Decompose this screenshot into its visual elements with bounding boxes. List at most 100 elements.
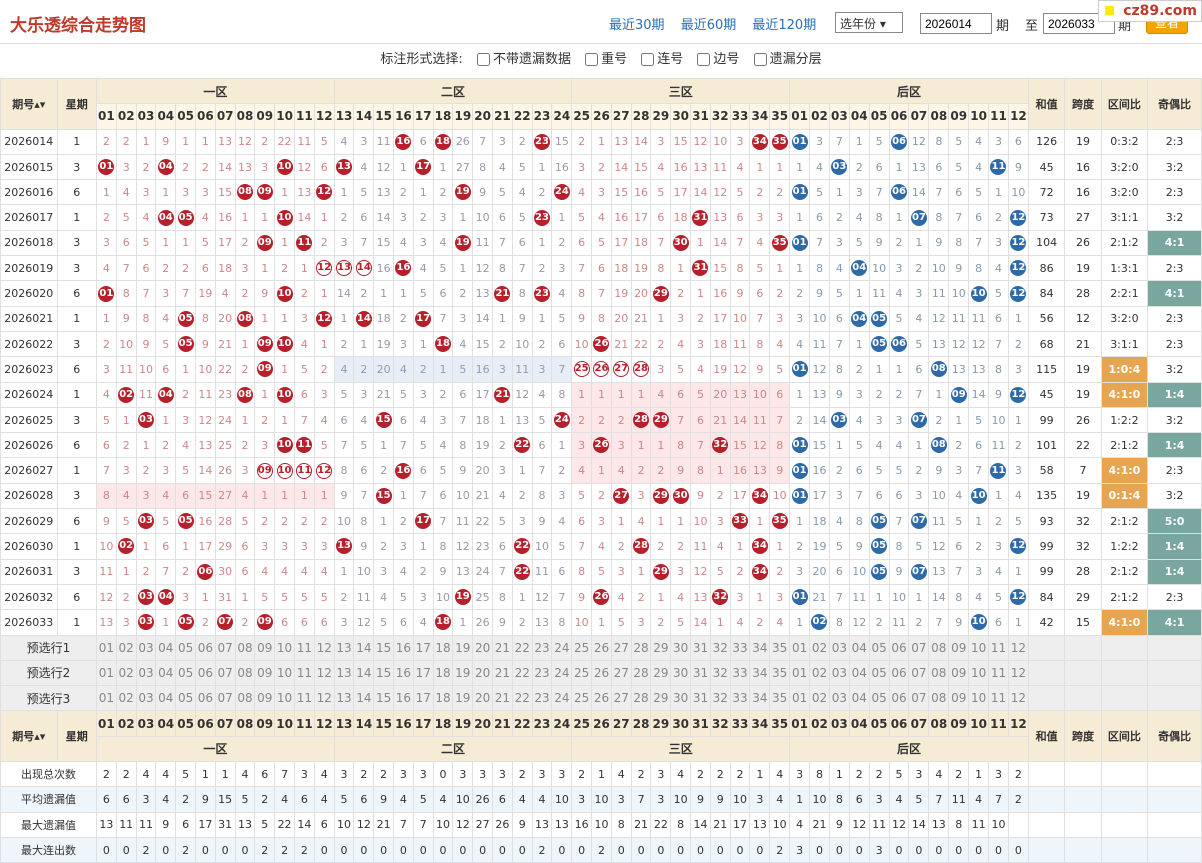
preselect-front-number[interactable]: 23 (531, 685, 553, 712)
preselect-front-number[interactable]: 08 (234, 685, 256, 712)
preselect-front-number[interactable]: 17 (412, 659, 434, 687)
preselect-back-number[interactable]: 06 (888, 659, 910, 687)
preselect-front-number[interactable]: 13 (333, 685, 355, 712)
preselect-front-number[interactable]: 08 (234, 659, 256, 687)
preselect-front-number[interactable]: 11 (293, 634, 315, 661)
preselect-front-number[interactable]: 19 (452, 685, 474, 712)
preselect-back-number[interactable]: 09 (948, 634, 970, 661)
preselect-back-number[interactable]: 02 (809, 659, 830, 687)
preselect-back-number[interactable]: 04 (848, 685, 870, 712)
preselect-front-number[interactable]: 10 (274, 659, 295, 687)
preselect-front-number[interactable]: 30 (670, 659, 692, 687)
preselect-front-number[interactable]: 33 (729, 634, 751, 661)
preselect-back-number[interactable]: 05 (868, 685, 890, 712)
preselect-back-number[interactable]: 04 (848, 659, 870, 687)
preselect-front-number[interactable]: 17 (412, 685, 434, 712)
preselect-back-number[interactable]: 12 (1007, 634, 1029, 661)
preselect-front-number[interactable]: 22 (511, 659, 533, 687)
link-60[interactable]: 最近60期 (680, 18, 737, 33)
preselect-front-number[interactable]: 15 (373, 685, 395, 712)
preselect-front-number[interactable]: 07 (214, 634, 236, 661)
preselect-front-number[interactable]: 02 (115, 685, 137, 712)
preselect-front-number[interactable]: 17 (412, 634, 434, 661)
preselect-front-number[interactable]: 26 (591, 659, 612, 687)
preselect-front-number[interactable]: 04 (155, 634, 177, 661)
preselect-front-number[interactable]: 32 (709, 685, 731, 712)
preselect-front-number[interactable]: 06 (194, 634, 216, 661)
preselect-front-number[interactable]: 29 (650, 634, 672, 661)
preselect-front-number[interactable]: 25 (571, 634, 593, 661)
preselect-front-number[interactable]: 21 (492, 634, 513, 661)
preselect-back-number[interactable]: 08 (928, 634, 950, 661)
issue-header[interactable]: 期号▴▾ (0, 78, 58, 130)
preselect-front-number[interactable]: 35 (769, 634, 791, 661)
preselect-front-number[interactable]: 05 (175, 659, 196, 687)
preselect-front-number[interactable]: 13 (333, 659, 355, 687)
preselect-back-number[interactable]: 07 (908, 634, 930, 661)
preselect-front-number[interactable]: 31 (690, 634, 711, 661)
preselect-front-number[interactable]: 01 (96, 659, 117, 687)
preselect-front-number[interactable]: 11 (293, 659, 315, 687)
preselect-front-number[interactable]: 05 (175, 634, 196, 661)
preselect-front-number[interactable]: 20 (472, 685, 494, 712)
preselect-front-number[interactable]: 10 (274, 685, 295, 712)
preselect-back-number[interactable]: 02 (809, 685, 830, 712)
preselect-front-number[interactable]: 15 (373, 634, 395, 661)
preselect-front-number[interactable]: 03 (135, 634, 157, 661)
preselect-back-number[interactable]: 11 (988, 634, 1009, 661)
preselect-front-number[interactable]: 04 (155, 685, 177, 712)
preselect-front-number[interactable]: 10 (274, 634, 295, 661)
preselect-front-number[interactable]: 12 (313, 659, 335, 687)
preselect-back-number[interactable]: 07 (908, 659, 930, 687)
link-120[interactable]: 最近120期 (752, 18, 817, 33)
preselect-front-number[interactable]: 08 (234, 634, 256, 661)
preselect-back-number[interactable]: 08 (928, 659, 950, 687)
preselect-front-number[interactable]: 21 (492, 659, 513, 687)
opt-no-miss[interactable]: 不带遗漏数据 (476, 52, 571, 67)
from-issue-input[interactable] (920, 13, 992, 34)
preselect-back-number[interactable]: 01 (789, 634, 811, 661)
preselect-front-number[interactable]: 04 (155, 659, 177, 687)
preselect-front-number[interactable]: 28 (630, 659, 652, 687)
preselect-front-number[interactable]: 20 (472, 634, 494, 661)
preselect-front-number[interactable]: 03 (135, 659, 157, 687)
preselect-front-number[interactable]: 31 (690, 659, 711, 687)
year-select[interactable]: 选年份 ▾ (835, 12, 903, 33)
opt-repeat[interactable]: 重号 (585, 52, 627, 67)
preselect-back-number[interactable]: 12 (1007, 685, 1029, 712)
preselect-front-number[interactable]: 27 (610, 659, 632, 687)
preselect-front-number[interactable]: 34 (749, 634, 771, 661)
preselect-front-number[interactable]: 15 (373, 659, 395, 687)
preselect-front-number[interactable]: 14 (353, 659, 375, 687)
preselect-back-number[interactable]: 10 (968, 685, 990, 712)
preselect-back-number[interactable]: 01 (789, 685, 811, 712)
preselect-front-number[interactable]: 13 (333, 634, 355, 661)
preselect-front-number[interactable]: 28 (630, 685, 652, 712)
preselect-front-number[interactable]: 18 (432, 634, 454, 661)
preselect-front-number[interactable]: 32 (709, 634, 731, 661)
preselect-front-number[interactable]: 24 (551, 634, 573, 661)
preselect-front-number[interactable]: 21 (492, 685, 513, 712)
preselect-front-number[interactable]: 19 (452, 659, 474, 687)
preselect-front-number[interactable]: 03 (135, 685, 157, 712)
link-30[interactable]: 最近30期 (609, 18, 665, 33)
preselect-front-number[interactable]: 30 (670, 685, 692, 712)
preselect-front-number[interactable]: 25 (571, 659, 593, 687)
preselect-front-number[interactable]: 26 (591, 685, 612, 712)
preselect-front-number[interactable]: 29 (650, 659, 672, 687)
preselect-front-number[interactable]: 35 (769, 685, 791, 712)
preselect-front-number[interactable]: 18 (432, 659, 454, 687)
preselect-back-number[interactable]: 03 (828, 634, 850, 661)
preselect-front-number[interactable]: 01 (96, 685, 117, 712)
preselect-front-number[interactable]: 25 (571, 685, 593, 712)
preselect-back-number[interactable]: 03 (828, 659, 850, 687)
preselect-back-number[interactable]: 01 (789, 659, 811, 687)
preselect-front-number[interactable]: 16 (393, 659, 414, 687)
preselect-back-number[interactable]: 02 (809, 634, 830, 661)
preselect-front-number[interactable]: 11 (293, 685, 315, 712)
preselect-back-number[interactable]: 10 (968, 634, 990, 661)
preselect-front-number[interactable]: 26 (591, 634, 612, 661)
preselect-front-number[interactable]: 29 (650, 685, 672, 712)
preselect-back-number[interactable]: 04 (848, 634, 870, 661)
preselect-front-number[interactable]: 33 (729, 685, 751, 712)
